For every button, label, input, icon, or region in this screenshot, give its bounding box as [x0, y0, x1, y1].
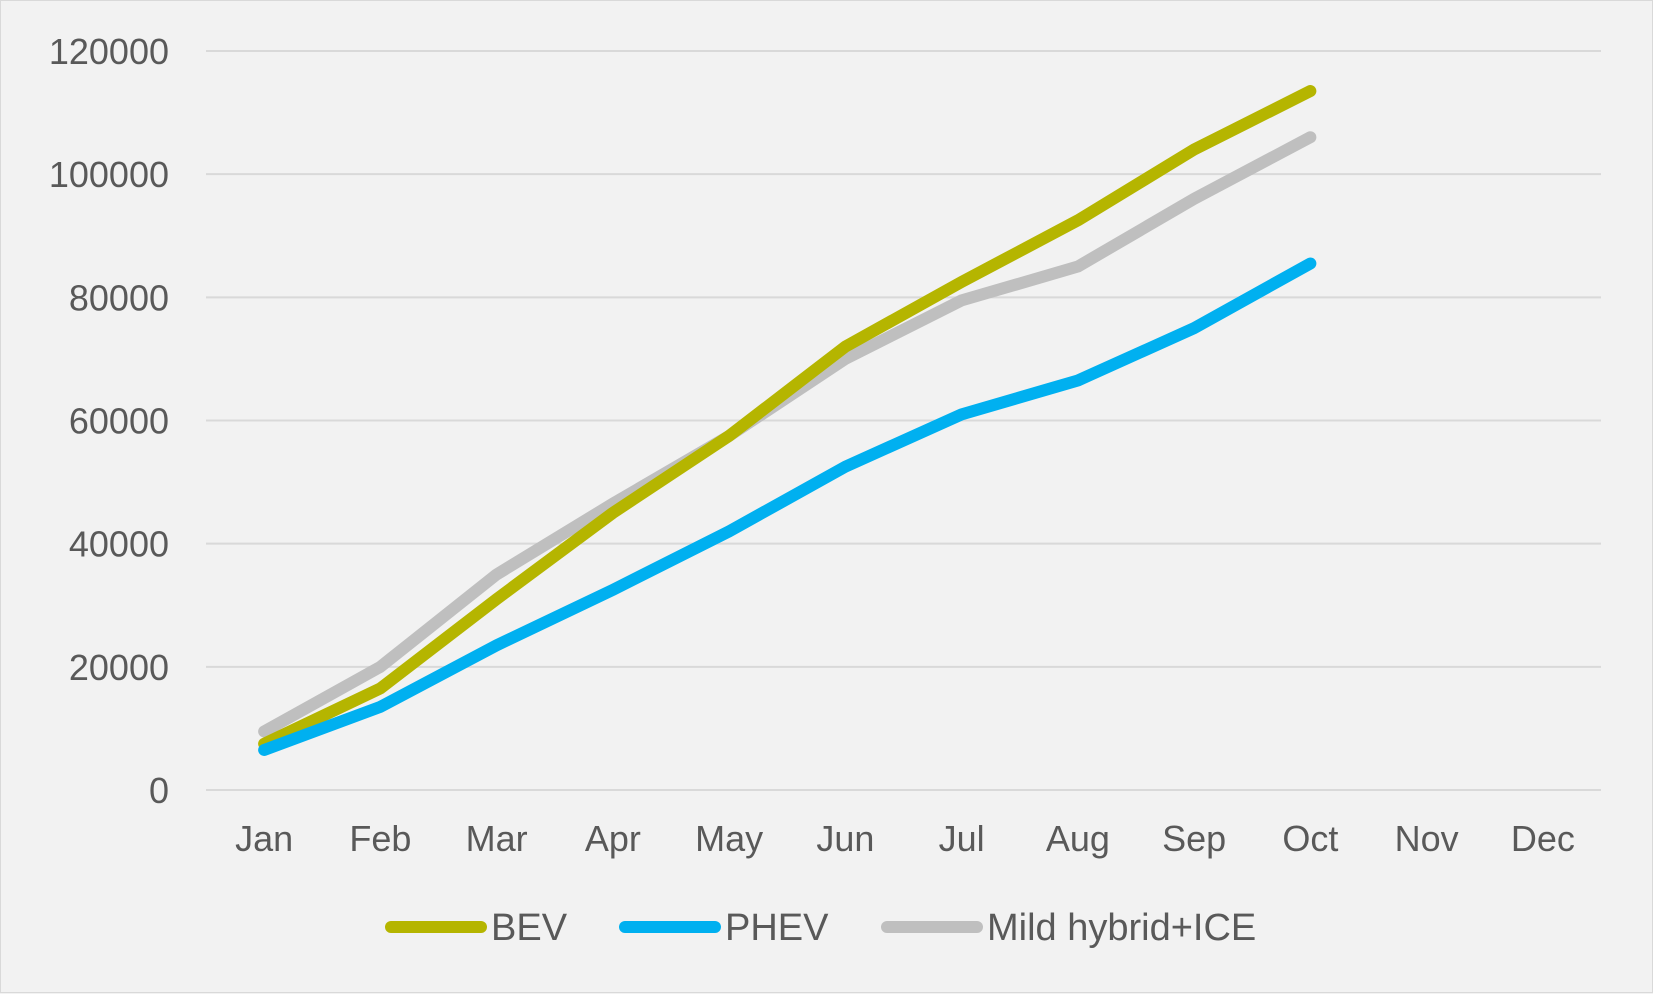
- legend-label: BEV: [491, 907, 568, 949]
- series-lines: [258, 85, 1317, 756]
- x-axis-ticks: Jan Feb Mar Apr May Jun Jul Aug Sep Oct Nov Dec: [235, 818, 1575, 859]
- x-tick-label: Feb: [349, 818, 411, 859]
- legend-label: PHEV: [725, 907, 829, 949]
- y-tick-label: 40000: [69, 524, 169, 565]
- y-tick-label: 60000: [69, 401, 169, 442]
- y-tick-label: 120000: [49, 31, 169, 72]
- x-tick-label: Jul: [939, 818, 985, 859]
- legend-item: Mild hybrid+ICE: [881, 907, 1256, 949]
- y-tick-label: 0: [149, 770, 169, 811]
- x-tick-label: Jun: [816, 818, 874, 859]
- x-tick-label: Apr: [585, 818, 641, 859]
- x-tick-label: May: [695, 818, 763, 859]
- legend-label: Mild hybrid+ICE: [987, 907, 1256, 949]
- x-tick-label: Oct: [1282, 818, 1338, 859]
- series-line-bev: [258, 85, 1317, 750]
- y-tick-label: 100000: [49, 154, 169, 195]
- series-line-mild-hybrid-ice: [258, 131, 1317, 738]
- legend: BEV PHEV Mild hybrid+ICE: [385, 907, 1256, 949]
- x-tick-label: Jan: [235, 818, 293, 859]
- x-tick-label: Sep: [1162, 818, 1226, 859]
- x-tick-label: Aug: [1046, 818, 1110, 859]
- x-tick-label: Nov: [1395, 818, 1459, 859]
- series-line-phev: [258, 257, 1317, 756]
- y-axis-ticks: 0 20000 40000 60000 80000 100000 120000: [49, 31, 169, 811]
- y-tick-label: 80000: [69, 277, 169, 318]
- x-tick-label: Mar: [466, 818, 528, 859]
- y-tick-label: 20000: [69, 647, 169, 688]
- x-tick-label: Dec: [1511, 818, 1575, 859]
- gridlines: [206, 50, 1601, 791]
- legend-item: BEV: [385, 907, 568, 949]
- legend-item: PHEV: [619, 907, 829, 949]
